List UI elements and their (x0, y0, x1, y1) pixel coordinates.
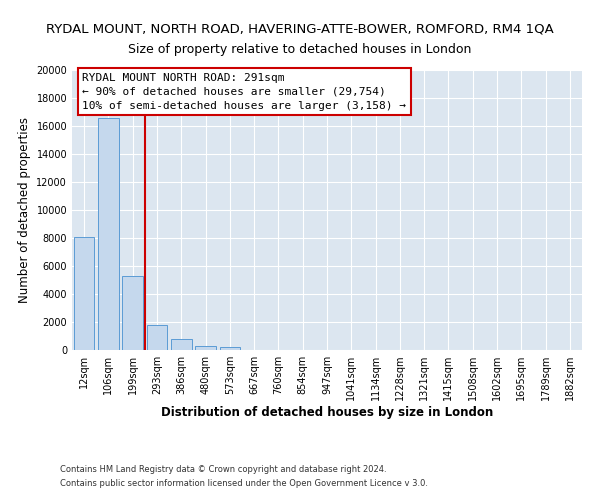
X-axis label: Distribution of detached houses by size in London: Distribution of detached houses by size … (161, 406, 493, 419)
Bar (220, 346, 240, 350)
Text: Size of property relative to detached houses in London: Size of property relative to detached ho… (128, 42, 472, 56)
Text: Contains HM Land Registry data © Crown copyright and database right 2024.
Contai: Contains HM Land Registry data © Crown c… (60, 466, 428, 487)
Bar (195, 346, 216, 350)
Bar (98, 118, 119, 350)
Text: RYDAL MOUNT, NORTH ROAD, HAVERING-ATTE-BOWER, ROMFORD, RM4 1QA: RYDAL MOUNT, NORTH ROAD, HAVERING-ATTE-B… (46, 22, 554, 36)
Y-axis label: Number of detached properties: Number of detached properties (18, 117, 31, 303)
Bar (146, 325, 167, 350)
Text: RYDAL MOUNT NORTH ROAD: 291sqm
← 90% of detached houses are smaller (29,754)
10%: RYDAL MOUNT NORTH ROAD: 291sqm ← 90% of … (82, 73, 406, 111)
Bar (74, 236, 94, 350)
Bar (171, 339, 191, 350)
Bar (122, 276, 143, 350)
